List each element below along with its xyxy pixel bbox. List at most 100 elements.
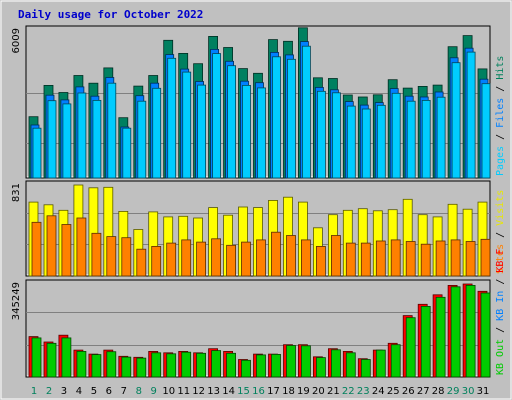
panel-visits-sites: 831 Sites / Visits <box>11 180 506 277</box>
day-label-7: 7 <box>121 386 127 397</box>
bar-sites-day-25 <box>390 239 401 277</box>
bar-sites-day-14 <box>226 244 237 277</box>
bar-sites-day-16 <box>256 239 266 277</box>
bar-pages-day-14 <box>227 65 237 179</box>
bar-pages-day-23 <box>361 108 371 179</box>
bar-kb-out-day-21 <box>330 349 341 378</box>
bar-kb-out-day-15 <box>241 359 251 378</box>
day-label-18: 18 <box>282 386 295 397</box>
legend-entry: Sites <box>495 244 506 274</box>
bar-kb-out-day-27 <box>420 305 431 378</box>
bar-sites-day-15 <box>241 241 251 277</box>
bar-kb-out-day-18 <box>286 345 296 378</box>
day-label-21: 21 <box>327 386 340 397</box>
bar-sites-day-8 <box>136 248 147 277</box>
bar-pages-day-9 <box>152 87 162 179</box>
chart-title: Daily usage for October 2022 <box>18 8 203 21</box>
ymax-label: 345249 <box>11 282 22 320</box>
day-label-22: 22 <box>342 386 355 397</box>
legend-entry: Files <box>495 98 506 128</box>
bar-kb-out-day-13 <box>211 350 222 378</box>
bar-kb-out-day-30 <box>465 284 476 378</box>
bar-pages-day-18 <box>287 58 296 179</box>
bar-sites-day-2 <box>46 215 57 277</box>
bar-kb-out-day-26 <box>405 317 416 378</box>
bar-pages-day-20 <box>316 90 326 179</box>
bar-kb-out-day-28 <box>435 296 446 378</box>
axis-legend: KB Out / KB In / KB F <box>495 249 506 375</box>
bar-pages-day-30 <box>466 51 476 179</box>
bar-sites-day-10 <box>166 242 177 277</box>
bar-sites-day-3 <box>61 224 72 277</box>
day-label-28: 28 <box>432 386 445 397</box>
day-label-16: 16 <box>252 386 265 397</box>
bar-kb-out-day-12 <box>196 352 207 378</box>
day-label-5: 5 <box>91 386 97 397</box>
day-label-23: 23 <box>357 386 370 397</box>
bar-kb-out-day-23 <box>360 359 371 378</box>
bar-kb-out-day-8 <box>136 357 147 378</box>
bar-sites-day-27 <box>420 243 431 277</box>
bar-pages-day-21 <box>331 92 341 179</box>
bar-pages-day-12 <box>197 84 207 179</box>
bar-sites-day-30 <box>465 241 476 277</box>
bar-kb-out-day-31 <box>480 292 491 378</box>
day-label-12: 12 <box>192 386 205 397</box>
day-label-27: 27 <box>417 386 430 397</box>
bar-kb-out-day-5 <box>91 354 102 378</box>
bar-kb-out-day-2 <box>46 342 57 378</box>
bar-kb-out-day-11 <box>181 351 192 378</box>
bar-sites-day-11 <box>181 239 192 277</box>
bar-sites-day-29 <box>450 239 461 277</box>
day-label-31: 31 <box>477 386 490 397</box>
day-label-17: 17 <box>267 386 280 397</box>
bar-sites-day-28 <box>435 240 446 277</box>
legend-entry: KB F <box>495 249 506 273</box>
legend-entry: KB Out <box>495 339 506 375</box>
day-label-8: 8 <box>136 386 142 397</box>
bar-sites-day-24 <box>375 240 386 277</box>
bar-sites-day-21 <box>330 235 341 277</box>
bar-pages-day-28 <box>436 96 446 179</box>
bar-kb-out-day-6 <box>106 351 117 378</box>
bar-pages-day-2 <box>47 100 57 179</box>
bar-sites-day-19 <box>300 239 311 277</box>
legend-entry: Pages <box>495 146 506 176</box>
bar-kb-out-day-3 <box>61 337 72 378</box>
bar-sites-day-26 <box>405 241 416 277</box>
day-label-29: 29 <box>447 386 460 397</box>
day-label-20: 20 <box>312 386 325 397</box>
bar-kb-out-day-19 <box>300 345 311 378</box>
legend-entry: / <box>495 321 506 339</box>
bar-pages-day-16 <box>257 87 266 179</box>
bar-sites-day-13 <box>211 238 222 277</box>
bar-sites-day-12 <box>196 241 207 277</box>
legend-entry: / <box>495 80 506 98</box>
bar-pages-day-26 <box>406 100 416 179</box>
bar-sites-day-18 <box>286 235 296 277</box>
bar-sites-day-1 <box>31 221 42 277</box>
bar-pages-day-10 <box>167 57 177 179</box>
legend-entry: / <box>495 226 506 244</box>
series-kb-out <box>31 284 491 378</box>
day-label-11: 11 <box>177 386 190 397</box>
series-sites <box>31 215 491 277</box>
bar-pages-day-4 <box>77 92 87 179</box>
day-label-26: 26 <box>402 386 415 397</box>
day-label-9: 9 <box>151 386 157 397</box>
bar-pages-day-15 <box>242 85 251 179</box>
day-label-13: 13 <box>207 386 220 397</box>
bar-kb-out-day-20 <box>315 357 326 378</box>
bar-kb-out-day-17 <box>271 353 281 378</box>
bar-pages-day-13 <box>212 53 222 179</box>
day-label-19: 19 <box>297 386 310 397</box>
series-pages <box>32 45 491 179</box>
bar-sites-day-7 <box>121 237 132 277</box>
bar-pages-day-19 <box>301 45 311 179</box>
day-label-24: 24 <box>372 386 385 397</box>
ymax-label: 831 <box>11 183 22 202</box>
day-label-2: 2 <box>46 386 52 397</box>
bar-sites-day-22 <box>345 242 356 277</box>
day-label-25: 25 <box>387 386 400 397</box>
